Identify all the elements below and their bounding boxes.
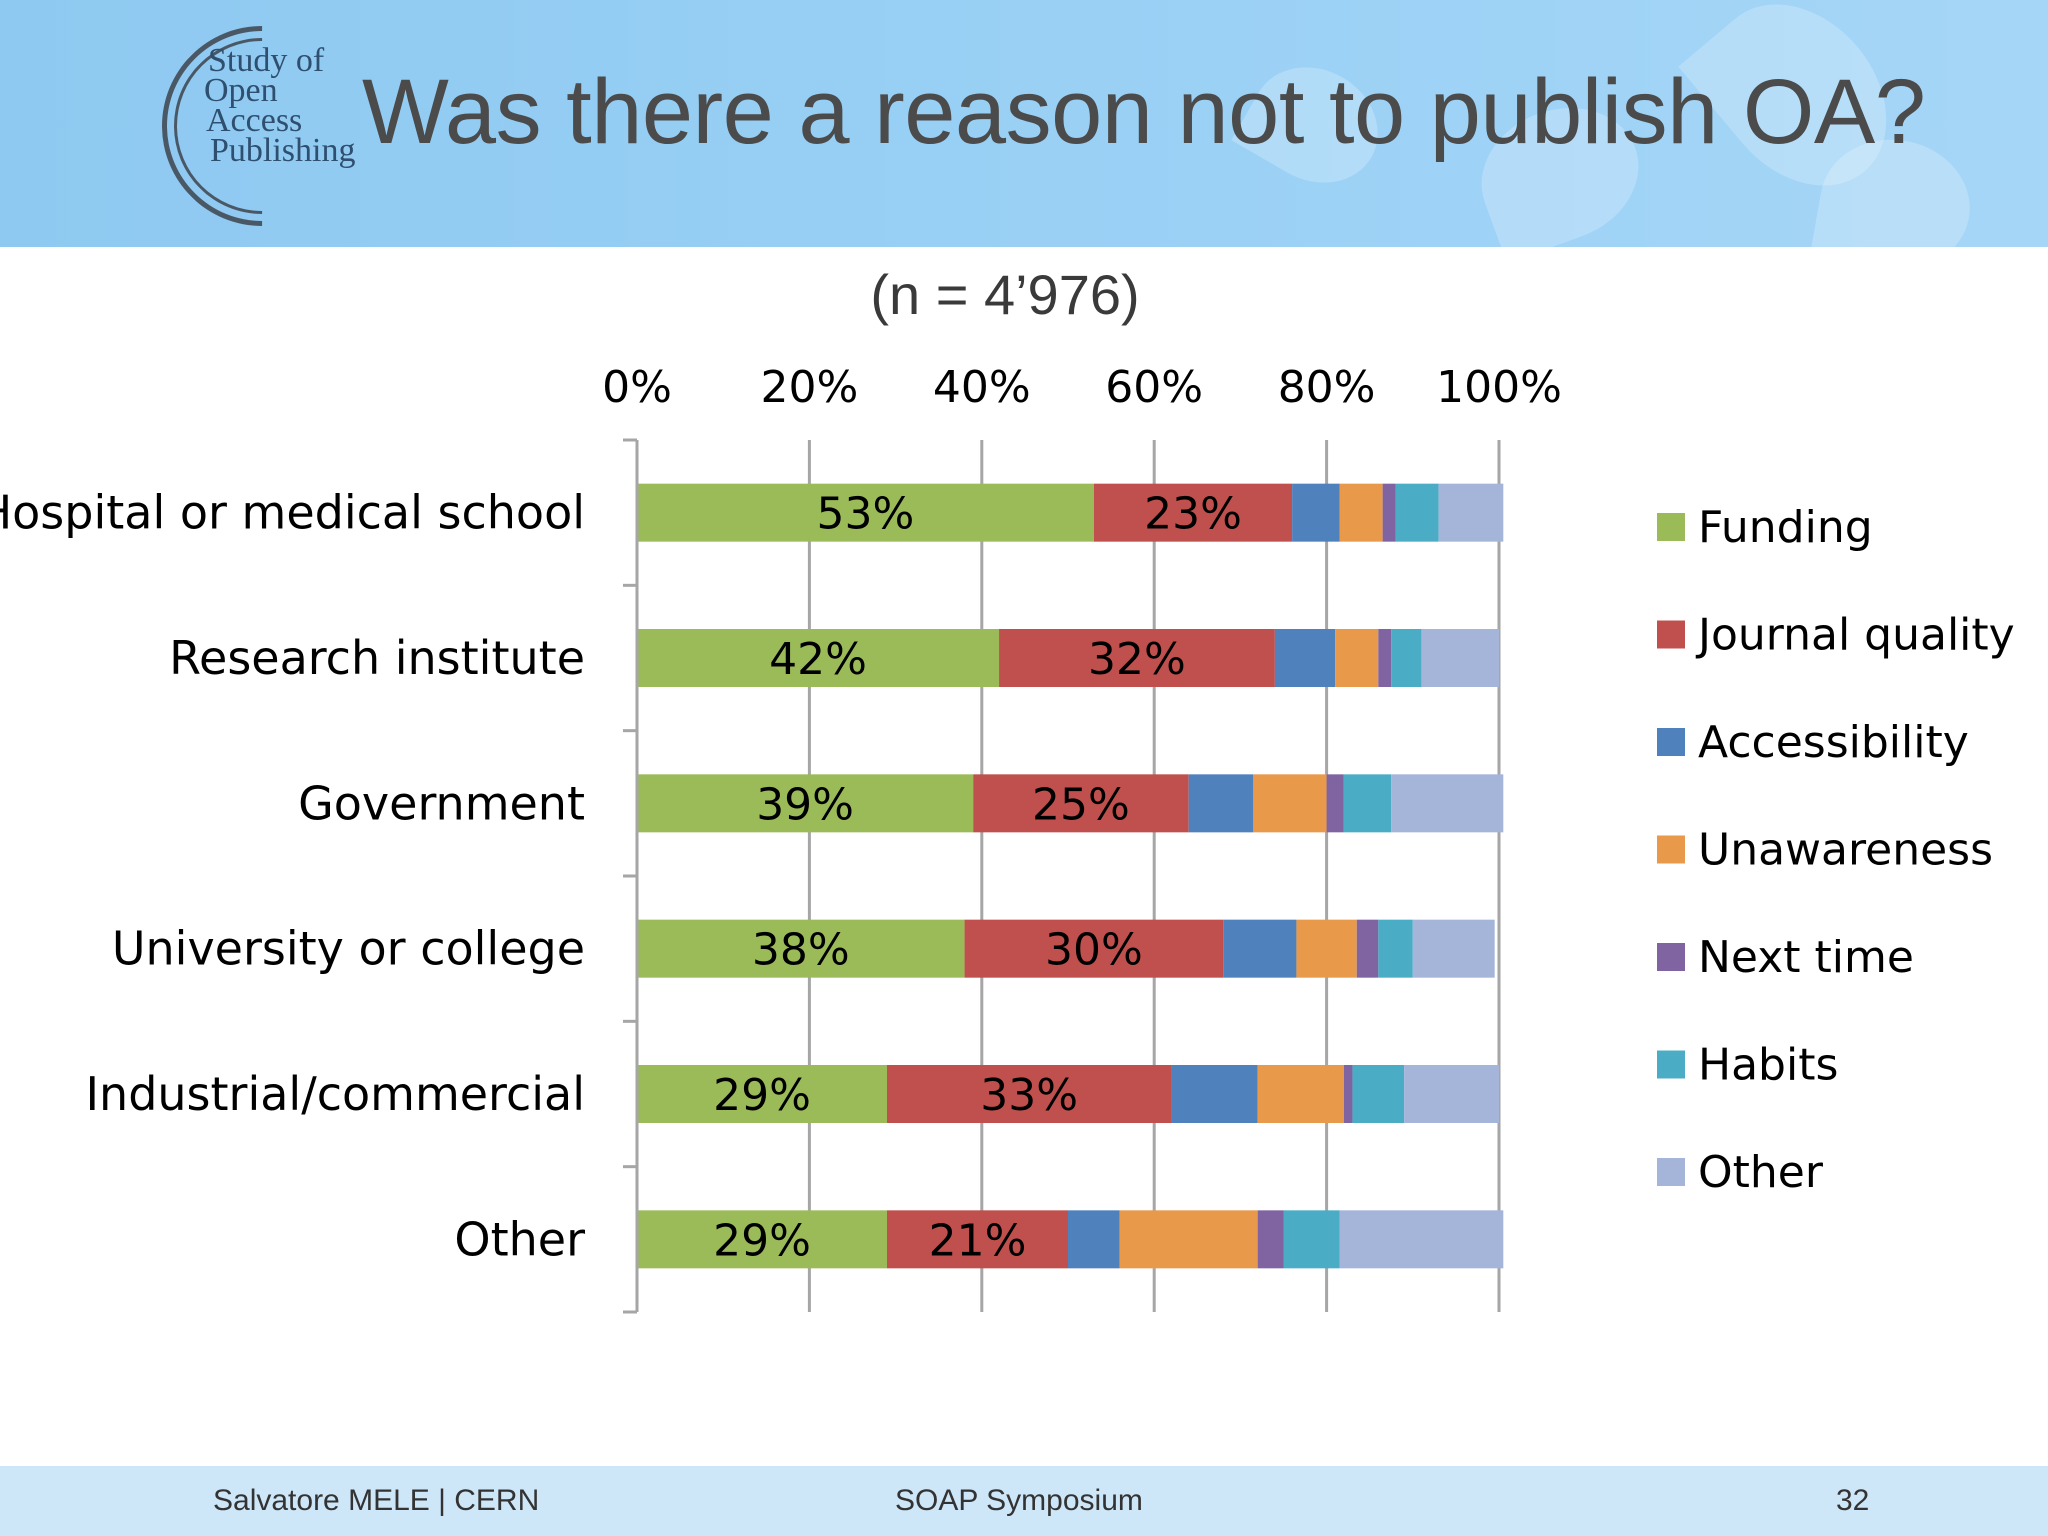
bar-segment — [886, 1065, 1172, 1123]
bar-segment — [1326, 774, 1344, 833]
bar-segment — [1119, 1210, 1258, 1269]
data-label: 53% — [817, 489, 915, 540]
bar-segment — [1223, 919, 1297, 978]
bar-segment — [637, 919, 965, 978]
bar-segment — [1339, 483, 1383, 542]
bar-segment — [886, 1210, 1068, 1269]
data-label: 30% — [1045, 925, 1143, 976]
data-label: 29% — [713, 1215, 811, 1266]
footer-author: Salvatore MELE | CERN — [213, 1484, 540, 1517]
legend-label: Funding — [1698, 502, 1873, 553]
data-label: 32% — [1088, 634, 1186, 685]
legend-label: Accessibility — [1698, 717, 1969, 768]
footer-event: SOAP Symposium — [895, 1484, 1143, 1517]
data-label: 33% — [980, 1070, 1078, 1121]
chart-subtitle: (n = 4’976) — [870, 263, 1140, 326]
bar-segment — [637, 483, 1094, 542]
bar-segment — [1257, 1210, 1284, 1269]
bar-segment — [1188, 774, 1254, 833]
data-label: 38% — [752, 925, 850, 976]
data-label: 23% — [1144, 489, 1242, 540]
legend-swatch — [1657, 835, 1685, 864]
logo-line-1: Study of — [208, 42, 325, 79]
bar-segment — [637, 1065, 887, 1123]
category-label: Hospital or medical school — [0, 486, 585, 540]
bar-segment — [1296, 919, 1357, 978]
slide-footer: Salvatore MELE | CERN SOAP Symposium 32 — [0, 1466, 2048, 1536]
bar-segment — [1339, 1210, 1504, 1269]
x-tick-label: 20% — [761, 362, 859, 413]
legend-swatch — [1657, 1158, 1685, 1186]
bar-segment — [1283, 1210, 1340, 1269]
slide-title: Was there a reason not to publish OA? — [362, 61, 1926, 163]
soap-logo: Study of Open Access Publishing — [120, 0, 404, 268]
category-label: University or college — [112, 922, 585, 976]
logo-line-2: Open — [204, 72, 278, 109]
legend-label: Other — [1698, 1147, 1824, 1198]
x-tick-label: 60% — [1105, 362, 1203, 413]
footer-page-number: 32 — [1836, 1484, 1870, 1517]
bar-segment — [1274, 629, 1336, 687]
legend-swatch — [1657, 513, 1685, 541]
x-tick-label: 0% — [602, 362, 672, 413]
bar-segment — [964, 919, 1224, 978]
bar-segment — [1335, 629, 1379, 687]
bar-segment — [637, 629, 1000, 687]
legend-label: Journal quality — [1695, 610, 2015, 661]
bar-segment — [1292, 483, 1340, 542]
data-label: 21% — [929, 1215, 1027, 1266]
bar-segment — [1343, 774, 1392, 833]
bar-segment — [1253, 774, 1327, 833]
bar-segment — [1391, 629, 1422, 687]
bar-segment — [973, 774, 1189, 833]
bar-segment — [1382, 483, 1396, 542]
data-label: 42% — [769, 634, 867, 685]
bar-segment — [1378, 629, 1392, 687]
data-label: 25% — [1032, 779, 1130, 830]
bar-segment — [1412, 919, 1495, 978]
slide-header — [0, 0, 2048, 247]
bar-segment — [1378, 919, 1413, 978]
bar-segment — [637, 1210, 887, 1269]
legend-label: Next time — [1698, 932, 1914, 983]
bar-segment — [1421, 629, 1499, 687]
x-tick-label: 100% — [1436, 362, 1562, 413]
x-tick-label: 80% — [1278, 362, 1376, 413]
bar-segment — [637, 774, 974, 833]
bar-segment — [1404, 1065, 1499, 1123]
legend-label: Unawareness — [1698, 825, 1993, 876]
legend-swatch — [1657, 943, 1685, 971]
bar-segment — [1171, 1065, 1258, 1123]
bar-segment — [999, 629, 1275, 687]
bar-segment — [1343, 1065, 1353, 1123]
x-tick-label: 40% — [933, 362, 1031, 413]
category-label: Government — [298, 776, 585, 830]
legend-swatch — [1657, 1050, 1685, 1079]
logo-line-4: Publishing — [210, 132, 356, 169]
bar-segment — [1093, 483, 1293, 542]
stacked-bar-chart: 0% 20% 40% 60% 80% 100% Hospital or medical sc… — [0, 362, 2015, 1314]
bar-segment — [1356, 919, 1379, 978]
bar-segment — [1438, 483, 1504, 542]
category-label: Other — [454, 1212, 585, 1266]
bar-segment — [1352, 1065, 1405, 1123]
category-label: Research institute — [169, 631, 585, 685]
data-label: 29% — [713, 1070, 811, 1121]
legend-swatch — [1657, 728, 1685, 756]
legend-label: Habits — [1698, 1040, 1838, 1091]
logo-line-3: Access — [206, 102, 303, 139]
bar-segment — [1395, 483, 1439, 542]
bar-segment — [1391, 774, 1504, 833]
bar-segment — [1257, 1065, 1344, 1123]
legend-swatch — [1657, 620, 1685, 649]
data-label: 39% — [756, 779, 854, 830]
category-label: Industrial/commercial — [85, 1067, 585, 1121]
bar-segment — [1068, 1210, 1120, 1269]
